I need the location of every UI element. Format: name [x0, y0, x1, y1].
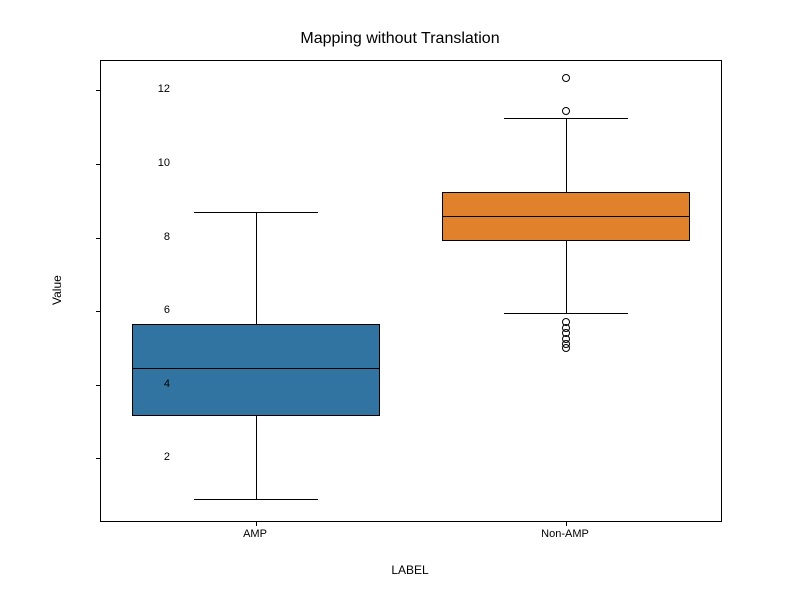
x-axis-label: LABEL: [100, 563, 720, 577]
chart-title: Mapping without Translation: [0, 30, 800, 48]
cap-upper: [504, 118, 628, 119]
whisker-upper: [256, 212, 257, 324]
ytick-mark: [96, 385, 101, 386]
outlier: [562, 74, 570, 82]
ytick-label: 4: [110, 378, 170, 390]
outlier: [562, 107, 570, 115]
ytick-mark: [96, 458, 101, 459]
ytick-label: 10: [110, 157, 170, 169]
ytick-mark: [96, 311, 101, 312]
xtick-mark: [566, 521, 567, 526]
ytick-label: 8: [110, 231, 170, 243]
ytick-mark: [96, 90, 101, 91]
whisker-lower: [256, 416, 257, 499]
outlier: [562, 344, 570, 352]
whisker-upper: [566, 118, 567, 192]
plot-area: [100, 60, 722, 522]
cap-upper: [194, 212, 318, 213]
cap-lower: [194, 499, 318, 500]
ytick-mark: [96, 238, 101, 239]
xtick-label: AMP: [243, 528, 267, 540]
xtick-label: Non-AMP: [541, 528, 589, 540]
box-amp: [132, 324, 380, 416]
cap-lower: [504, 313, 628, 314]
y-axis-label: Value: [50, 60, 64, 520]
xtick-mark: [256, 521, 257, 526]
ytick-label: 6: [110, 304, 170, 316]
whisker-lower: [566, 241, 567, 313]
chart-container: [100, 60, 720, 520]
ytick-label: 12: [110, 83, 170, 95]
ytick-label: 2: [110, 451, 170, 463]
median-line: [132, 368, 380, 369]
median-line: [442, 216, 690, 217]
ytick-mark: [96, 164, 101, 165]
